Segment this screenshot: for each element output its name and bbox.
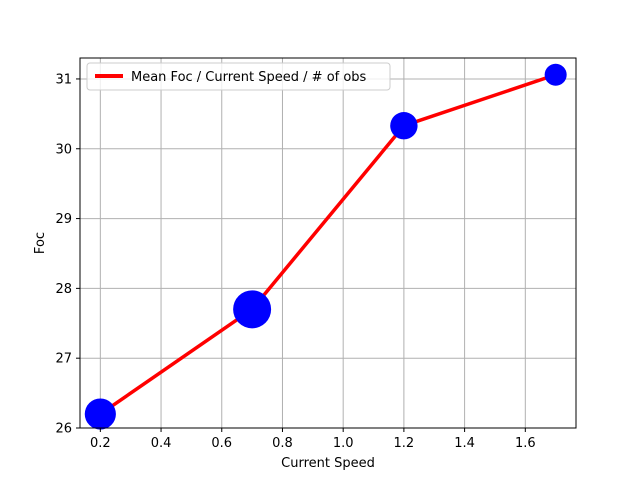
legend-box [86,62,391,91]
y-axis-label: Foc [33,232,48,254]
y-tick-label: 29 [55,212,72,227]
data-point-marker [390,112,418,140]
line-layer [99,73,557,416]
x-tick-label: 0.2 [90,436,111,451]
data-point-marker [233,290,272,329]
legend-label: Mean Foc / Current Speed / # of obs [131,70,367,85]
x-tick-label: 0.6 [211,436,232,451]
y-tick-label: 27 [55,352,72,367]
x-tick-label: 0.8 [272,436,293,451]
data-point-marker [544,63,567,86]
y-axis: 26 27 28 29 30 31 [55,72,80,437]
x-tick-label: 1.2 [394,436,415,451]
y-tick-label: 28 [55,282,72,297]
x-tick-label: 0.4 [151,436,172,451]
x-tick-label: 1.4 [454,436,475,451]
x-axis-label: Current Speed [281,456,375,471]
x-tick-label: 1.0 [333,436,354,451]
plot-area [80,58,576,428]
y-tick-label: 26 [55,422,72,437]
marker-layer [84,63,567,430]
y-tick-label: 30 [55,142,72,157]
series-line [99,73,557,416]
legend: Mean Foc / Current Speed / # of obs [86,62,391,91]
x-axis: 0.2 0.4 0.6 0.8 1.0 1.2 1.4 1.6 [90,428,536,451]
data-point-marker [84,398,116,430]
y-tick-label: 31 [55,72,72,87]
x-tick-label: 1.6 [515,436,536,451]
plot-frame [79,57,577,429]
